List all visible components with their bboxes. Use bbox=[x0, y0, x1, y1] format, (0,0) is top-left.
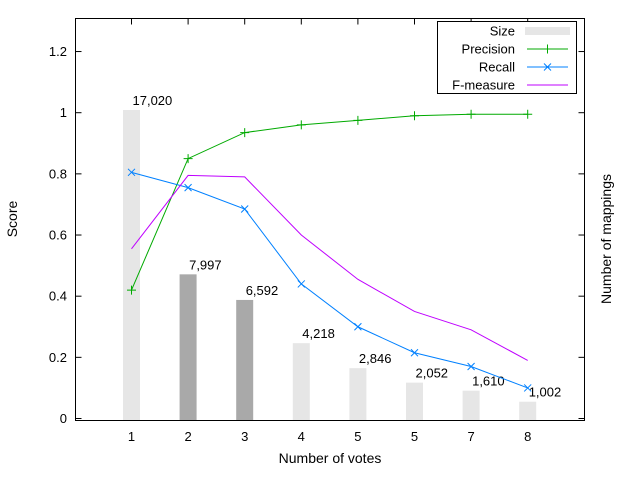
x-tick-label: 4 bbox=[298, 429, 305, 444]
bar-value-label: 17,020 bbox=[133, 93, 173, 108]
legend-label-size: Size bbox=[490, 24, 515, 39]
x-tick-label: 5 bbox=[354, 429, 361, 444]
recall-marker bbox=[354, 322, 362, 331]
x-tick-label: 2 bbox=[184, 429, 191, 444]
legend-label-precision: Precision bbox=[462, 42, 515, 57]
y-axis-title: Score bbox=[4, 201, 20, 238]
bar-value-label: 2,846 bbox=[359, 351, 392, 366]
bar-value-label: 7,997 bbox=[189, 257, 222, 272]
size-bar bbox=[462, 390, 480, 420]
size-bar bbox=[519, 401, 537, 420]
precision-marker bbox=[296, 120, 306, 130]
size-bar bbox=[349, 368, 367, 420]
precision-marker bbox=[353, 115, 363, 125]
precision-marker bbox=[466, 109, 476, 119]
size-bar bbox=[236, 299, 254, 420]
y-tick-label: 0 bbox=[60, 411, 67, 426]
legend-label-recall: Recall bbox=[479, 60, 515, 75]
recall-marker bbox=[467, 362, 475, 371]
f-measure-line bbox=[131, 174, 528, 361]
precision-marker bbox=[240, 128, 250, 138]
legend-marker-recall bbox=[543, 63, 552, 71]
recall-marker bbox=[240, 205, 249, 213]
legend-sample-size bbox=[525, 27, 570, 35]
bar-value-label: 6,592 bbox=[246, 283, 279, 298]
legend-marker-precision bbox=[543, 44, 552, 54]
bar-value-label: 4,218 bbox=[302, 326, 335, 341]
size-bar bbox=[179, 274, 197, 420]
plot-area: 0 0.2 0.4 0.6 0.8 1 1.2 1 2 3 4 5 5 7 8 17,020 7,997 6,59… bbox=[49, 18, 585, 444]
y-tick-label: 0.2 bbox=[49, 350, 67, 365]
precision-marker bbox=[127, 285, 136, 295]
precision-marker bbox=[523, 109, 533, 119]
bar-value-label: 1,610 bbox=[472, 374, 505, 389]
legend-label-f-measure: F-measure bbox=[452, 78, 515, 93]
recall-marker bbox=[184, 183, 192, 192]
y2-axis-title: Number of mappings bbox=[598, 174, 614, 304]
x-tick-label: 7 bbox=[467, 429, 474, 444]
x-tick-label: 8 bbox=[524, 429, 531, 444]
recall-marker bbox=[127, 168, 136, 177]
precision-line bbox=[131, 113, 528, 291]
size-bar bbox=[123, 110, 140, 420]
recall-line bbox=[131, 171, 528, 389]
y-tick-label: 0.4 bbox=[49, 289, 67, 304]
y-tick-label: 1.2 bbox=[49, 44, 67, 59]
precision-marker bbox=[410, 111, 419, 121]
y-tick-label: 0.8 bbox=[49, 166, 67, 181]
x-tick-label: 5 bbox=[411, 429, 418, 444]
size-bar bbox=[292, 343, 310, 420]
bar-value-label: 2,052 bbox=[416, 366, 449, 381]
recall-marker bbox=[523, 384, 532, 392]
y-tick-label: 1 bbox=[60, 105, 67, 120]
recall-marker bbox=[297, 280, 306, 288]
x-tick-label: 3 bbox=[241, 429, 248, 444]
plot-border bbox=[75, 18, 585, 421]
precision-marker bbox=[183, 154, 193, 164]
x-tick-label: 1 bbox=[128, 429, 135, 444]
y-tick-label: 0.6 bbox=[49, 228, 67, 243]
size-bar bbox=[406, 382, 423, 420]
bar-value-label: 1,002 bbox=[529, 385, 562, 400]
x-axis-title: Number of votes bbox=[279, 450, 382, 466]
recall-marker bbox=[410, 348, 419, 357]
